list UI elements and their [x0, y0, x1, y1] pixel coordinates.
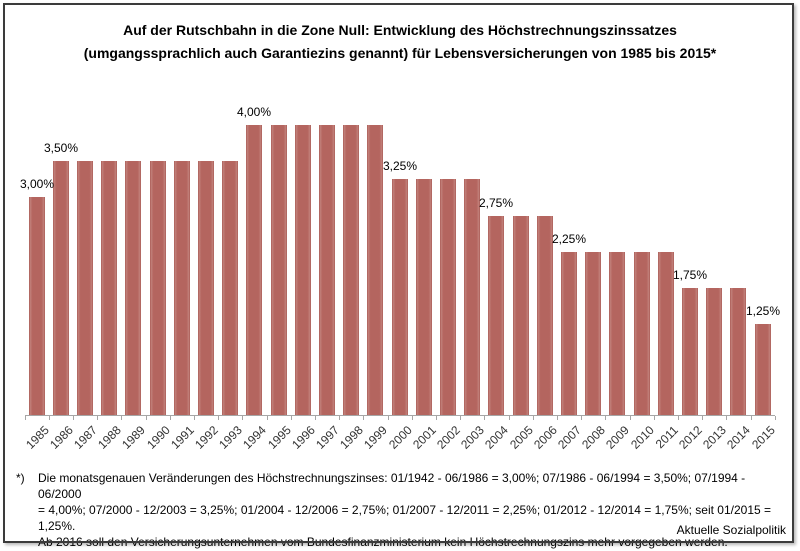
axis-tick [218, 416, 219, 420]
axis-tick [25, 416, 26, 420]
value-label: 1,25% [745, 304, 781, 318]
axis-tick [267, 416, 268, 420]
bar-1998 [343, 125, 359, 415]
axis-tick [339, 416, 340, 420]
axis-tick [557, 416, 558, 420]
bar-1993 [222, 161, 238, 415]
axis-tick [49, 416, 50, 420]
bar-1987 [77, 161, 93, 415]
axis-tick [170, 416, 171, 420]
bar-1999 [367, 125, 383, 415]
value-label: 3,25% [382, 159, 418, 173]
axis-tick [363, 416, 364, 420]
chart-title: Auf der Rutschbahn in die Zone Null: Ent… [5, 19, 795, 65]
bar-2008 [585, 252, 601, 415]
bar-2000 [392, 179, 408, 415]
bar-2003 [464, 179, 480, 415]
value-label: 1,75% [672, 268, 708, 282]
axis-tick [291, 416, 292, 420]
bar-2001 [416, 179, 432, 415]
bar-1994 [246, 125, 262, 415]
axis-tick [436, 416, 437, 420]
value-label: 3,00% [19, 177, 55, 191]
bar-2015 [755, 324, 771, 415]
chart-title-line2: (umgangssprachlich auch Garantiezins gen… [83, 45, 717, 61]
axis-tick [533, 416, 534, 420]
x-axis [25, 415, 775, 416]
footnote-marker: *) [16, 471, 25, 485]
bar-1992 [198, 161, 214, 415]
axis-tick [484, 416, 485, 420]
axis-tick [678, 416, 679, 420]
bar-2011 [658, 252, 674, 415]
bar-2004 [488, 216, 504, 415]
axis-tick [702, 416, 703, 420]
footnote: *) Die monatsgenauen Veränderungen des H… [16, 470, 790, 550]
axis-tick [751, 416, 752, 420]
source-credit: Aktuelle Sozialpolitik [676, 523, 786, 537]
axis-tick [97, 416, 98, 420]
axis-tick [581, 416, 582, 420]
bar-2009 [609, 252, 625, 415]
axis-tick [654, 416, 655, 420]
axis-tick [726, 416, 727, 420]
axis-tick [509, 416, 510, 420]
bar-2006 [537, 216, 553, 415]
bar-1997 [319, 125, 335, 415]
footnote-line-2: = 4,00%; 07/2000 - 12/2003 = 3,25%; 01/2… [38, 503, 772, 533]
axis-tick [412, 416, 413, 420]
bar-1985 [29, 197, 45, 415]
bar-2010 [634, 252, 650, 415]
axis-tick [388, 416, 389, 420]
axis-tick [121, 416, 122, 420]
bar-1995 [271, 125, 287, 415]
value-label: 2,75% [478, 196, 514, 210]
axis-tick [73, 416, 74, 420]
bar-1996 [295, 125, 311, 415]
axis-tick [630, 416, 631, 420]
value-label: 2,25% [551, 232, 587, 246]
footnote-line-1: Die monatsgenauen Veränderungen des Höch… [38, 471, 746, 501]
axis-tick [242, 416, 243, 420]
axis-tick [194, 416, 195, 420]
bar-1988 [101, 161, 117, 415]
bar-2012 [682, 288, 698, 415]
bar-2005 [513, 216, 529, 415]
axis-tick [605, 416, 606, 420]
bar-2002 [440, 179, 456, 415]
bar-2007 [561, 252, 577, 415]
bar-chart-plot: 1985 1986 1987 1988 1989 1990 1991 1992 1993 1994… [19, 105, 781, 452]
axis-tick [315, 416, 316, 420]
axis-tick [146, 416, 147, 420]
bar-1989 [125, 161, 141, 415]
chart-title-line1: Auf der Rutschbahn in die Zone Null: Ent… [123, 22, 677, 38]
bar-2014 [730, 288, 746, 415]
bar-1986 [53, 161, 69, 415]
bar-1991 [174, 161, 190, 415]
axis-tick [460, 416, 461, 420]
axis-tick [775, 416, 776, 420]
value-label: 3,50% [43, 141, 79, 155]
value-label: 4,00% [236, 105, 272, 119]
bar-2013 [706, 288, 722, 415]
footnote-text: Die monatsgenauen Veränderungen des Höch… [38, 470, 790, 550]
bar-1990 [150, 161, 166, 415]
